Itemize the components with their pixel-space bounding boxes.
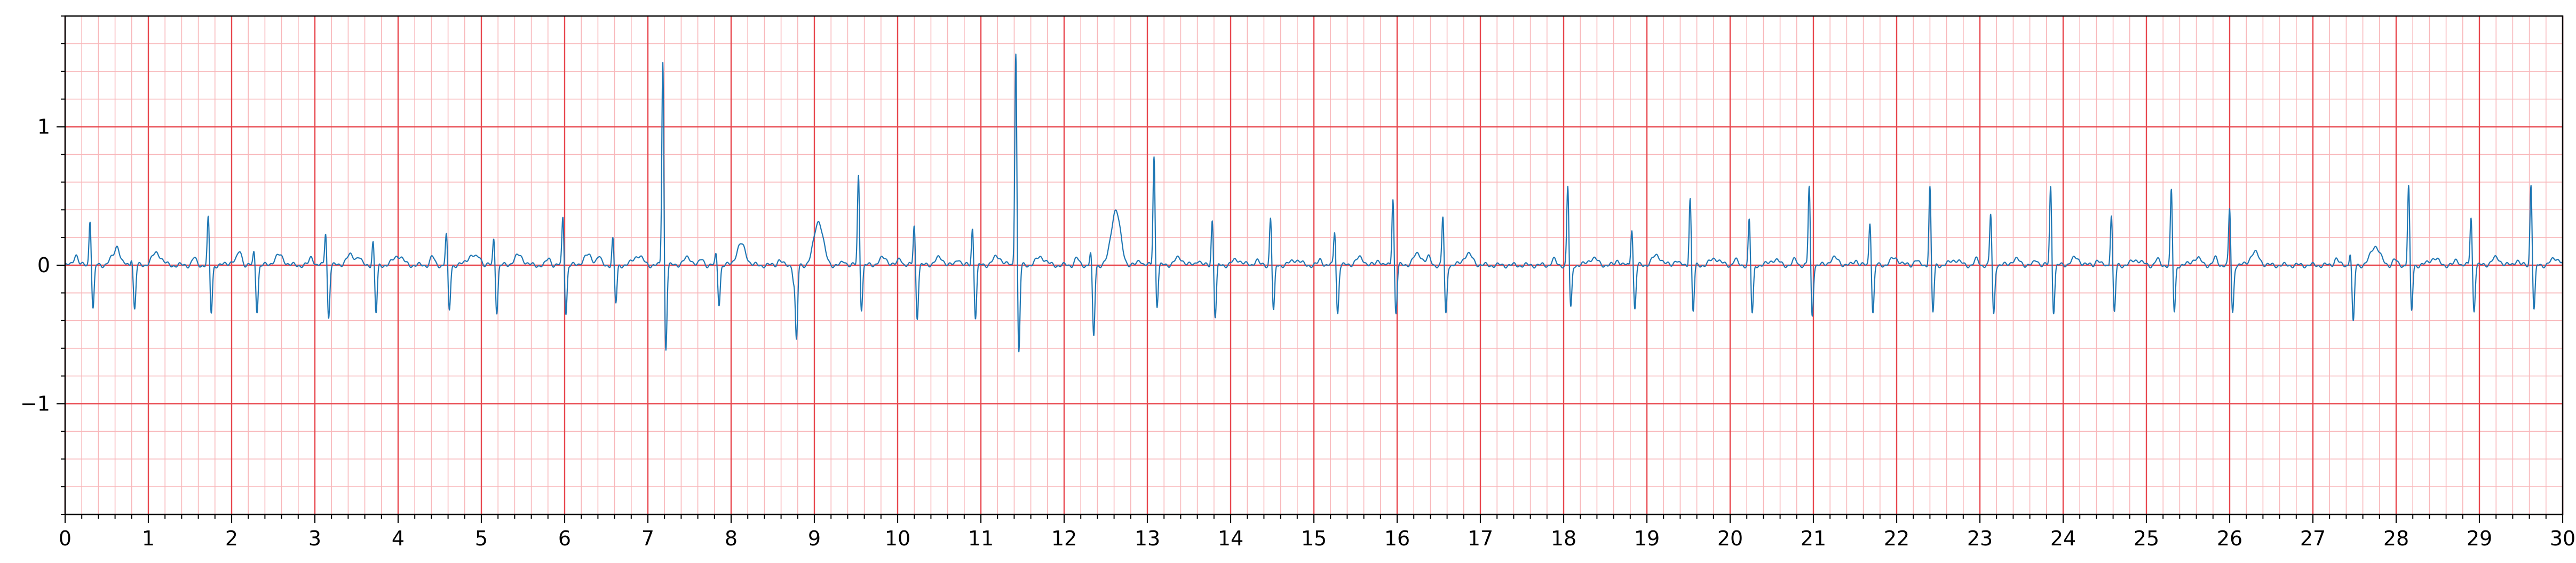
x-tick-label: 14 [1218,527,1243,550]
x-tick-label: 27 [2300,527,2326,550]
x-tick-label: 29 [2467,527,2492,550]
x-tick-label: 22 [1884,527,1909,550]
y-axis-ticks: −1 0 1 [20,15,65,515]
x-tick-label: 30 [2550,527,2575,550]
y-tick-label: 1 [37,115,50,139]
x-tick-label: 21 [1801,527,1826,550]
x-tick-label: 17 [1468,527,1493,550]
x-tick-label: 18 [1551,527,1576,550]
y-tick-label: −1 [20,392,50,415]
x-tick-label: 11 [968,527,994,550]
x-tick-label: 1 [142,527,155,550]
x-tick-label: 8 [725,527,738,550]
y-tick-label: 0 [37,253,50,277]
x-tick-label: 3 [308,527,321,550]
ecg-series [65,53,2563,353]
ecg-line [65,53,2563,353]
x-tick-label: 25 [2134,527,2159,550]
x-tick-label: 24 [2050,527,2076,550]
x-tick-label: 7 [641,527,654,550]
major-grid [64,16,2564,514]
x-tick-label: 19 [1634,527,1660,550]
x-tick-label: 5 [475,527,488,550]
x-tick-label: 28 [2383,527,2409,550]
x-tick-label: 6 [558,527,571,550]
x-axis-ticks: 0 1 2 3 4 5 6 7 8 9 10 11 12 13 14 15 16 17 18 19 20 21 22 23 24… [59,514,2575,550]
x-tick-label: 15 [1301,527,1327,550]
x-tick-label: 13 [1135,527,1160,550]
x-tick-label: 10 [885,527,910,550]
x-tick-label: 0 [59,527,72,550]
x-tick-label: 16 [1384,527,1410,550]
x-tick-label: 12 [1051,527,1077,550]
x-tick-label: 9 [808,527,821,550]
x-tick-label: 26 [2217,527,2242,550]
x-tick-label: 23 [1967,527,1993,550]
x-tick-label: 2 [225,527,238,550]
x-tick-label: 20 [1717,527,1743,550]
x-tick-label: 4 [392,527,405,550]
